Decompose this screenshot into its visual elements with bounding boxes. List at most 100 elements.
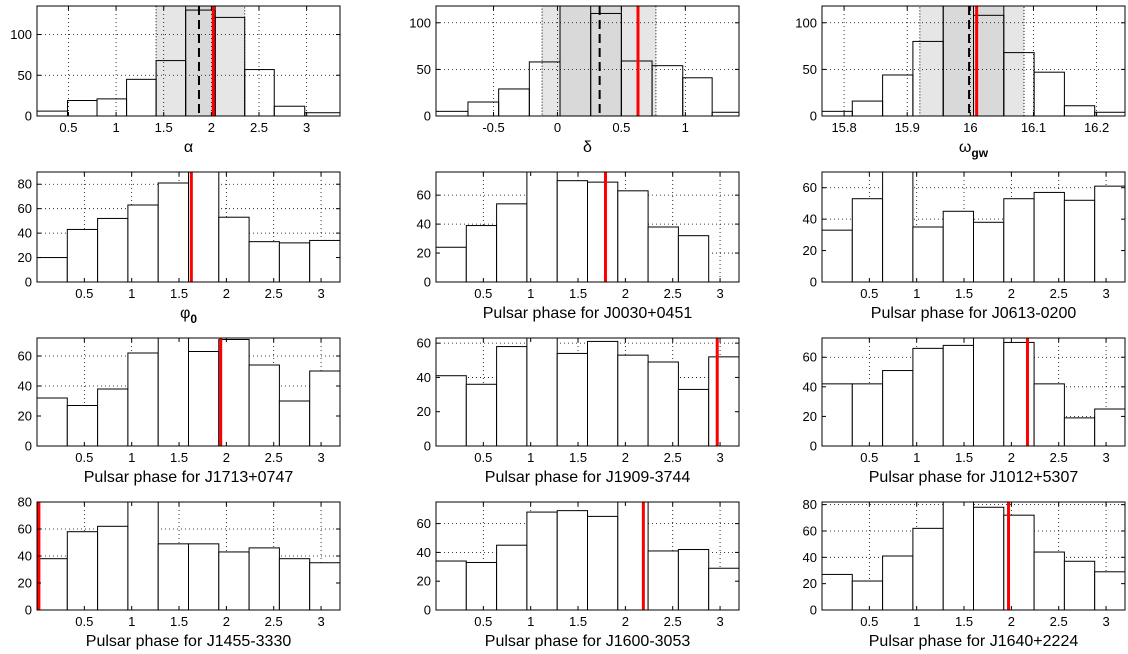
histogram-bar: [97, 525, 129, 610]
y-tick-label: 20: [18, 409, 32, 424]
x-tick-label: 1: [913, 286, 920, 301]
histogram-bar: [1063, 105, 1096, 116]
x-axis-label: Pulsar phase for J0613-0200: [871, 305, 1077, 322]
y-tick-label: 40: [417, 545, 431, 560]
histogram-bar: [882, 555, 914, 610]
x-tick-label: 1: [527, 450, 534, 465]
histogram-bar: [496, 544, 528, 610]
y-tick-label: 20: [18, 576, 32, 591]
histogram-bar: [647, 226, 679, 282]
histogram-panel-7: 0.5 1 1.5 2 2.5 3 0 20 40 60 Pulsar phase for J171…: [18, 337, 341, 486]
x-tick-label: 1.5: [170, 614, 188, 629]
x-tick-label: 0.5: [860, 286, 878, 301]
histogram-bar: [912, 226, 944, 282]
histogram-bar: [1094, 185, 1125, 282]
y-tick-label: 0: [424, 275, 431, 290]
histogram-bar: [587, 181, 619, 282]
histogram-bar: [647, 361, 679, 446]
histogram-bar: [1003, 341, 1035, 446]
histogram-bar: [851, 198, 884, 282]
histogram-panel-9: 0.5 1 1.5 2 2.5 3 0 20 40 60 Pulsar phase for J101…: [803, 337, 1126, 486]
y-tick-label: 20: [417, 246, 431, 261]
y-tick-label: 40: [18, 226, 32, 241]
histogram-bar: [436, 110, 469, 116]
x-axis-label: φ0: [180, 305, 197, 326]
y-tick-label: 0: [810, 439, 817, 454]
histogram-bar: [677, 388, 710, 446]
plot-area: [822, 172, 1125, 282]
x-tick-label: -0.5: [482, 120, 504, 135]
histogram-bar: [66, 531, 99, 610]
x-tick-label: 2: [223, 614, 230, 629]
plot-area: [37, 502, 340, 610]
histogram-bar: [822, 229, 853, 282]
y-tick-label: 80: [803, 497, 817, 512]
histogram-bar: [1033, 191, 1065, 282]
x-tick-label: 1: [913, 450, 920, 465]
x-axis-label: Pulsar phase for J1713+0747: [84, 469, 294, 486]
y-tick-label: 60: [18, 522, 32, 537]
x-tick-label: 2: [622, 614, 629, 629]
axes-frame: [435, 501, 740, 611]
histogram-bar: [218, 339, 250, 446]
plot-area: [436, 502, 739, 610]
x-tick-label: 0.5: [474, 450, 492, 465]
y-tick-label: 0: [424, 603, 431, 618]
histogram-bar: [244, 69, 275, 116]
histogram-bar: [66, 100, 98, 116]
histogram-bar: [309, 239, 340, 282]
x-axis-label: δ: [583, 139, 592, 156]
histogram-bar: [882, 370, 914, 446]
x-tick-label: 2.5: [664, 450, 682, 465]
x-axis-label: Pulsar phase for J0030+0451: [483, 305, 693, 322]
histogram-bar: [465, 561, 498, 610]
x-tick-label: 2.5: [664, 286, 682, 301]
y-tick-label: 100: [10, 27, 32, 42]
histogram-bar: [708, 567, 739, 610]
x-tick-label: 3: [1102, 286, 1109, 301]
x-tick-label: 1: [913, 614, 920, 629]
histogram-bar: [556, 352, 589, 446]
x-tick-label: 1.5: [955, 450, 973, 465]
histogram-bar: [278, 400, 311, 446]
y-tick-label: 0: [810, 603, 817, 618]
histogram-bar: [1063, 199, 1096, 282]
y-tick-label: 20: [803, 576, 817, 591]
histogram-panel-11: 0.5 1 1.5 2 2.5 3 0 20 40 60 Pulsar phase for J160…: [417, 501, 740, 650]
axes-frame: [821, 5, 1126, 117]
x-tick-label: 2: [1008, 450, 1015, 465]
histogram-bar: [309, 562, 340, 610]
x-tick-label: 2.5: [1050, 450, 1068, 465]
x-tick-label: 16.2: [1084, 120, 1109, 135]
histogram-bar: [248, 547, 280, 610]
x-tick-label: 2: [622, 286, 629, 301]
x-tick-label: 2: [622, 450, 629, 465]
x-tick-label: 16: [963, 120, 977, 135]
x-tick-label: 3: [716, 286, 723, 301]
y-tick-label: 50: [18, 68, 32, 83]
histogram-bar: [278, 558, 311, 610]
histogram-bar: [97, 217, 129, 282]
plot-area: [436, 6, 739, 116]
histogram-bar: [682, 77, 713, 116]
x-tick-label: 1: [527, 286, 534, 301]
histogram-panel-10: 0.5 1 1.5 2 2.5 3 0 20 40 60 80 Pulsar phase for J1…: [18, 495, 341, 650]
x-tick-label: 1.5: [955, 286, 973, 301]
x-axis-label: Pulsar phase for J1455-3330: [86, 633, 292, 650]
y-tick-label: 20: [803, 409, 817, 424]
x-tick-label: 0.5: [612, 120, 630, 135]
histogram-bar: [912, 347, 944, 446]
x-axis-label: ωgw: [959, 139, 989, 160]
y-tick-label: 60: [417, 336, 431, 351]
y-tick-label: 60: [803, 523, 817, 538]
x-tick-label: 2: [1008, 286, 1015, 301]
x-tick-label: 0.5: [474, 614, 492, 629]
credible-band-inner: [185, 6, 216, 116]
histogram-bar: [37, 110, 68, 116]
y-tick-label: 0: [25, 603, 32, 618]
x-tick-label: 2.5: [664, 614, 682, 629]
axes-frame: [821, 171, 1126, 283]
x-tick-label: 1.5: [155, 120, 173, 135]
histogram-bar: [1063, 560, 1096, 610]
